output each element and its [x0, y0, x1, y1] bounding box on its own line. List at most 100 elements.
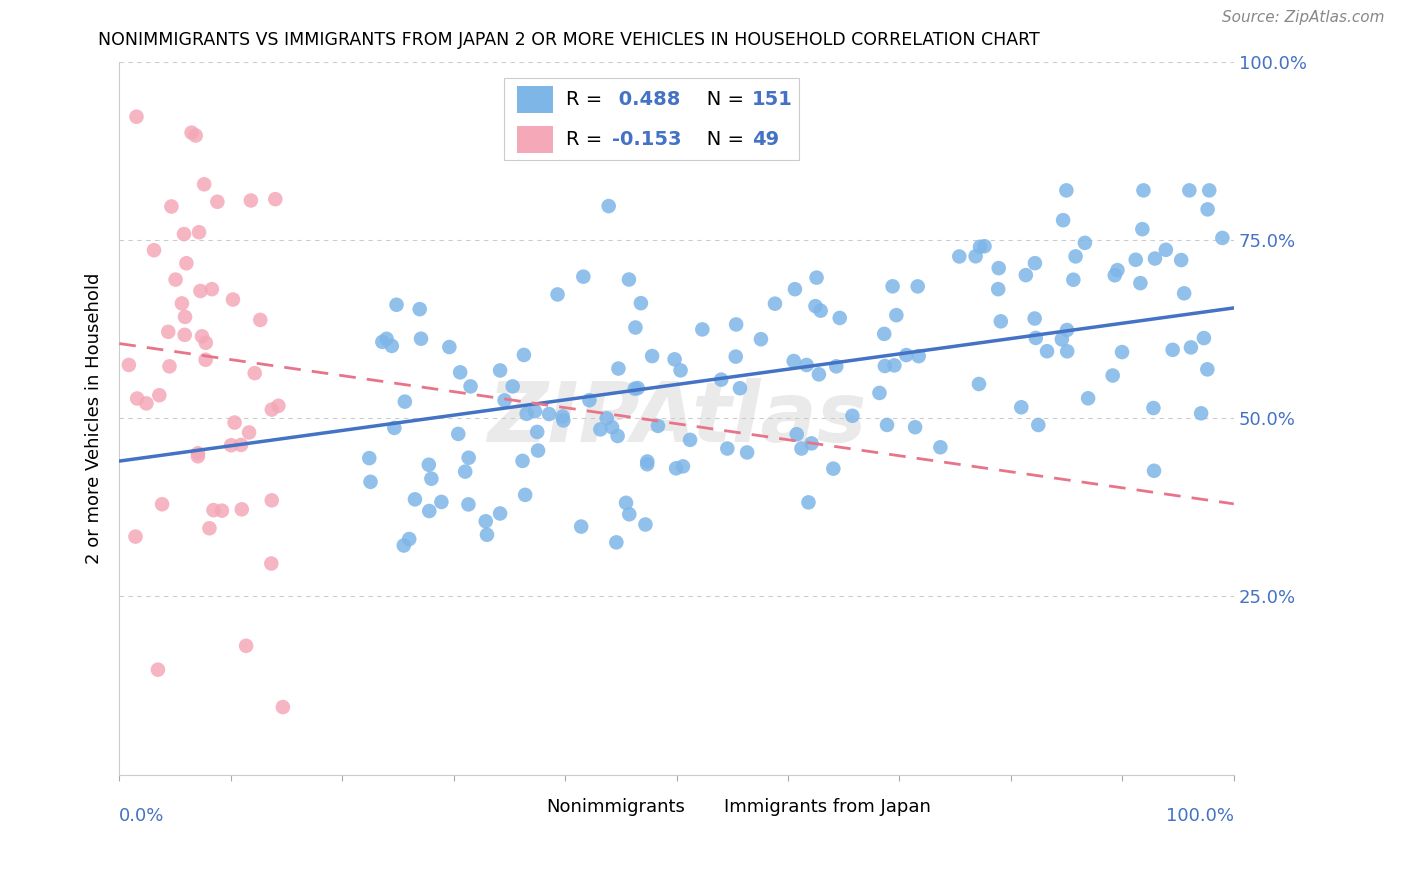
Point: [489, 363, 512, 377]
Text: -0.153: -0.153: [612, 129, 682, 149]
Point: [430, 495, 453, 509]
Point: [786, 427, 808, 442]
Point: [551, 409, 574, 424]
Point: [636, 454, 658, 468]
Point: [146, 663, 169, 677]
Point: [790, 442, 813, 456]
Point: [1143, 252, 1166, 266]
Point: [1026, 417, 1049, 432]
Point: [385, 298, 408, 312]
Point: [547, 287, 569, 301]
Point: [150, 497, 173, 511]
Point: [381, 339, 404, 353]
Point: [796, 358, 818, 372]
Point: [749, 332, 772, 346]
Point: [634, 517, 657, 532]
FancyBboxPatch shape: [503, 78, 799, 160]
Point: [160, 199, 183, 213]
Point: [460, 379, 482, 393]
Point: [148, 388, 170, 402]
Point: [873, 326, 896, 341]
Point: [439, 340, 461, 354]
Point: [1056, 344, 1078, 359]
Point: [600, 420, 623, 434]
Point: [474, 514, 496, 528]
Point: [987, 261, 1010, 276]
Point: [572, 269, 595, 284]
Point: [873, 359, 896, 373]
Point: [187, 446, 209, 460]
Point: [725, 318, 748, 332]
Point: [1104, 268, 1126, 283]
Point: [224, 416, 246, 430]
Point: [1015, 268, 1038, 282]
Point: [398, 532, 420, 546]
Point: [515, 488, 537, 502]
Point: [489, 507, 512, 521]
Point: [409, 332, 432, 346]
Point: [605, 535, 627, 549]
Point: [157, 325, 180, 339]
Point: [606, 429, 628, 443]
Point: [1178, 183, 1201, 197]
Point: [672, 459, 695, 474]
Point: [929, 440, 952, 454]
Point: [513, 348, 536, 362]
Point: [176, 256, 198, 270]
Point: [118, 358, 141, 372]
Point: [260, 557, 283, 571]
Point: [876, 417, 898, 432]
Point: [965, 249, 987, 263]
Point: [404, 492, 426, 507]
Point: [636, 457, 658, 471]
Point: [454, 465, 477, 479]
Point: [394, 394, 416, 409]
Point: [619, 508, 641, 522]
Point: [1189, 406, 1212, 420]
Point: [211, 503, 233, 517]
Point: [783, 282, 806, 296]
Point: [716, 442, 738, 456]
Point: [475, 528, 498, 542]
Point: [1101, 368, 1123, 383]
Point: [800, 436, 823, 450]
Point: [1170, 253, 1192, 268]
Point: [1129, 276, 1152, 290]
Point: [457, 497, 479, 511]
Point: [392, 539, 415, 553]
Point: [1142, 401, 1164, 415]
Point: [457, 450, 479, 465]
Point: [1198, 183, 1220, 197]
Point: [135, 396, 157, 410]
Point: [724, 350, 747, 364]
Point: [1024, 256, 1046, 270]
Point: [191, 329, 214, 343]
Point: [987, 282, 1010, 296]
Point: [783, 354, 806, 368]
Point: [990, 314, 1012, 328]
Text: R =: R =: [567, 90, 609, 110]
Point: [1211, 231, 1233, 245]
Point: [598, 199, 620, 213]
Point: [1052, 213, 1074, 227]
Point: [260, 402, 283, 417]
Text: 49: 49: [752, 129, 779, 149]
Point: [641, 349, 664, 363]
Point: [526, 425, 548, 439]
Point: [763, 296, 786, 310]
Point: [1077, 392, 1099, 406]
Point: [243, 366, 266, 380]
Point: [260, 493, 283, 508]
Point: [418, 504, 440, 518]
Point: [180, 126, 202, 140]
Point: [969, 240, 991, 254]
Text: Immigrants from Japan: Immigrants from Japan: [724, 798, 931, 816]
Point: [596, 411, 619, 425]
Point: [679, 433, 702, 447]
Point: [494, 393, 516, 408]
Point: [512, 454, 534, 468]
Point: [1180, 340, 1202, 354]
Text: 151: 151: [752, 90, 793, 110]
Point: [806, 270, 828, 285]
Point: [190, 284, 212, 298]
